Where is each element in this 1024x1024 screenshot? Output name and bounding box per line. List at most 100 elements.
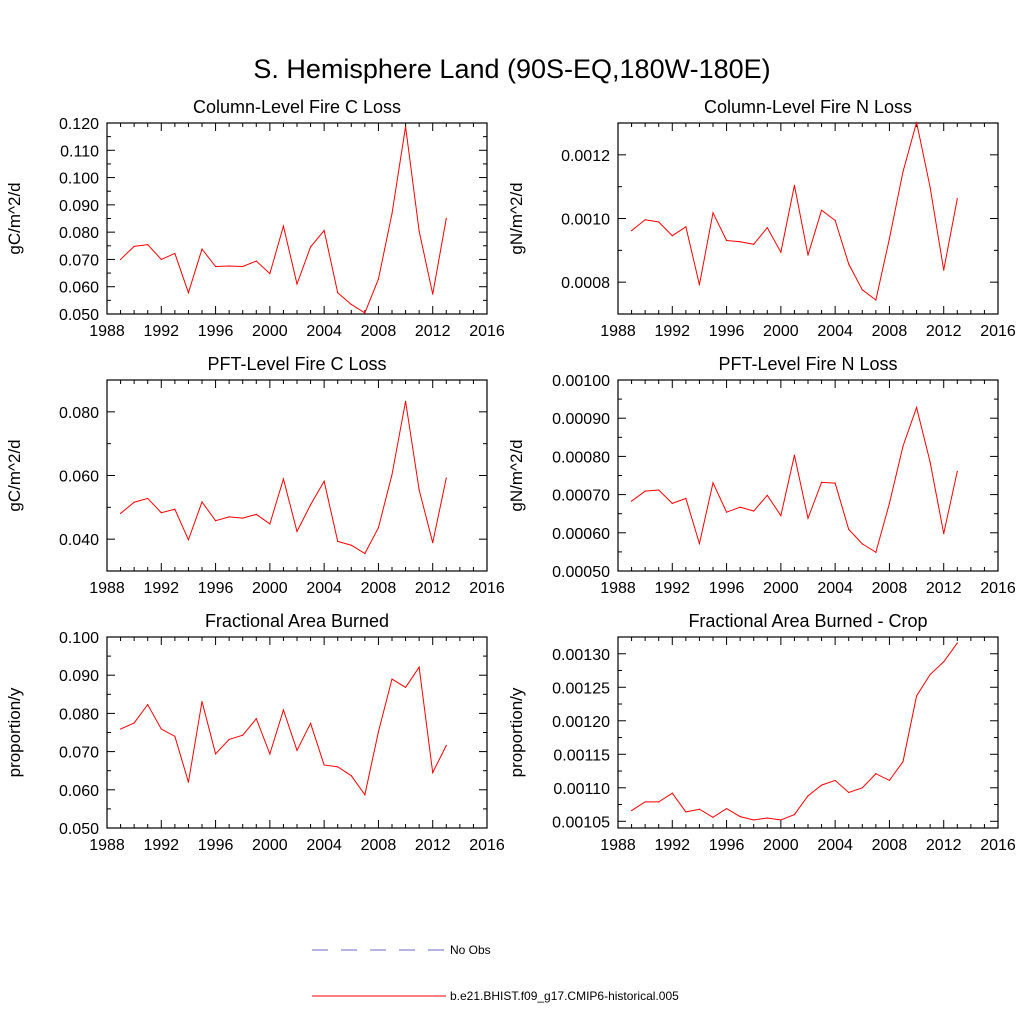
y-tick-label: 0.00110	[553, 781, 610, 798]
data-point	[943, 661, 945, 663]
y-axis-label: gN/m^2/d	[507, 182, 526, 254]
data-point	[888, 502, 891, 504]
data-point	[323, 229, 325, 232]
data-point	[875, 551, 877, 553]
data-point	[644, 801, 646, 803]
data-point	[753, 510, 755, 512]
x-tick-label: 1996	[709, 837, 745, 854]
data-point	[766, 227, 768, 229]
data-point	[861, 543, 863, 545]
data-point	[956, 470, 958, 472]
x-tick-label: 2012	[415, 580, 451, 597]
plot-frame	[617, 379, 999, 572]
data-point	[214, 265, 217, 268]
chart-panel-3: PFT-Level Fire C Loss gC/m^2/d 1988 1992 199…	[5, 354, 505, 597]
y-tick-label: 0.110	[60, 143, 99, 160]
data-point	[793, 813, 796, 816]
data-point	[133, 245, 135, 247]
data-point	[739, 241, 741, 243]
x-tick-label: 1996	[709, 323, 745, 340]
y-axis-label: proportion/y	[507, 687, 526, 777]
data-point	[807, 254, 809, 256]
data-point	[644, 490, 646, 492]
y-tick-label: 0.070	[59, 745, 99, 762]
y-tick-label: 0.0008	[561, 275, 610, 292]
panel-title: Fractional Area Burned	[205, 611, 389, 631]
chart-panel-4: PFT-Level Fire N Loss gN/m^2/d 1988 1992 199…	[507, 354, 1016, 597]
x-tick-label: 2004	[817, 580, 853, 597]
y-tick-label: 0.100	[59, 630, 99, 647]
data-point	[228, 738, 230, 740]
panel-title: PFT-Level Fire N Loss	[718, 354, 897, 374]
plot-frame	[106, 379, 488, 572]
data-point	[160, 258, 162, 261]
y-tick-label: 0.060	[59, 783, 99, 800]
data-point	[269, 753, 271, 755]
x-tick-label: 1996	[198, 580, 234, 597]
x-tick-label: 1988	[89, 837, 125, 854]
x-tick-label: 2000	[763, 837, 799, 854]
y-tick-label: 0.00120	[552, 714, 610, 731]
panels: Column-Level Fire C Loss gC/m^2/d 1988 1992…	[5, 97, 1016, 854]
x-tick-label: 2008	[872, 580, 908, 597]
series-line-1	[631, 405, 958, 554]
data-point	[671, 235, 673, 237]
data-point	[269, 523, 271, 525]
data-point	[888, 779, 891, 782]
data-point	[725, 807, 728, 810]
panel-title: PFT-Level Fire C Loss	[207, 354, 386, 374]
data-point	[309, 246, 312, 248]
y-tick-label: 0.00060	[552, 526, 610, 543]
data-point	[834, 482, 836, 484]
x-tick-label: 2000	[763, 323, 799, 340]
data-point	[875, 773, 877, 775]
data-point	[214, 753, 217, 755]
x-tick-label: 2016	[980, 837, 1016, 854]
data-point	[364, 552, 366, 555]
x-tick-label: 2000	[252, 837, 288, 854]
data-point	[861, 289, 863, 291]
x-tick-label: 2004	[817, 323, 853, 340]
data-point	[943, 532, 945, 535]
data-point	[377, 731, 380, 733]
y-axis-label: gC/m^2/d	[5, 182, 24, 254]
data-point	[698, 284, 701, 286]
y-tick-label: 0.00105	[552, 814, 610, 831]
y-tick-label: 0.00050	[552, 564, 610, 581]
x-tick-label: 1992	[143, 580, 179, 597]
data-point	[780, 819, 782, 821]
y-axis-label: gN/m^2/d	[507, 439, 526, 511]
data-point	[807, 795, 809, 797]
data-point	[445, 217, 447, 220]
chart-panel-2: Column-Level Fire N Loss gN/m^2/d 1988 1992…	[507, 97, 1016, 340]
y-tick-label: 0.100	[59, 171, 99, 188]
data-point	[242, 265, 244, 268]
x-tick-label: 2004	[306, 580, 342, 597]
data-point	[445, 744, 447, 747]
data-point	[418, 230, 420, 232]
data-point	[119, 258, 122, 261]
data-point	[432, 772, 434, 774]
data-point	[780, 251, 782, 253]
x-tick-label: 2008	[361, 580, 397, 597]
data-point	[187, 539, 190, 541]
data-point	[915, 695, 918, 697]
data-point	[834, 779, 836, 782]
x-tick-label: 1992	[143, 837, 179, 854]
x-tick-label: 2000	[252, 580, 288, 597]
y-tick-label: 0.00100	[552, 373, 610, 390]
series-line-1	[120, 401, 447, 555]
x-tick-label: 1992	[654, 580, 690, 597]
legend: No Obs b.e21.BHIST.f09_g17.CMIP6-historic…	[312, 943, 679, 1003]
data-point	[875, 299, 877, 301]
series-line-1	[631, 122, 958, 301]
data-point	[888, 237, 891, 240]
data-point	[820, 209, 823, 211]
data-point	[187, 781, 190, 783]
y-tick-label: 0.120	[59, 116, 99, 133]
data-point	[296, 530, 298, 533]
data-point	[174, 735, 176, 737]
data-point	[902, 761, 904, 763]
x-tick-label: 2008	[872, 837, 908, 854]
chart-panel-5: Fractional Area Burned proportion/y 1988 19…	[5, 611, 505, 854]
